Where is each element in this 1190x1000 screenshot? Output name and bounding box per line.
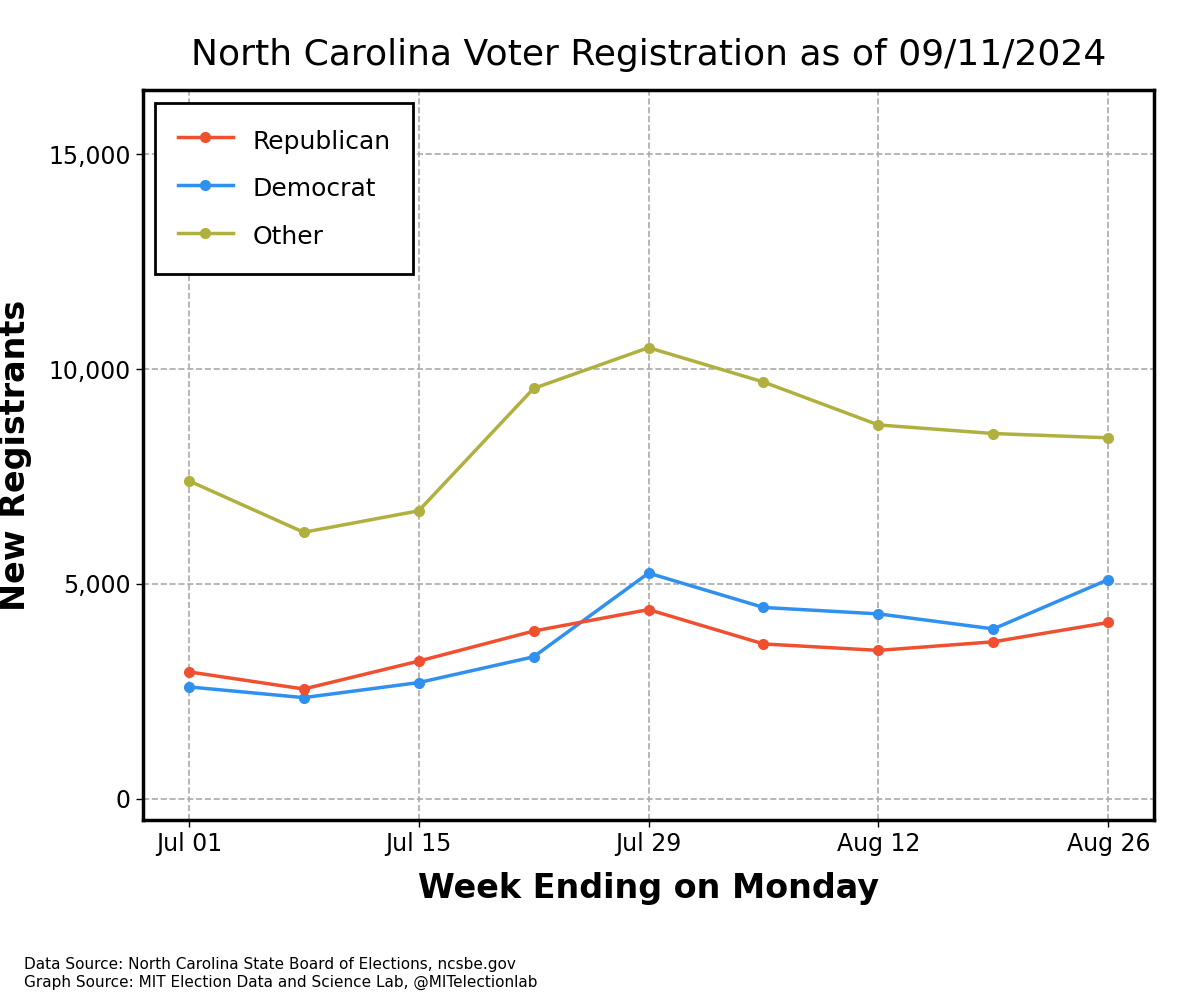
Democrat xyxy=(757,601,771,613)
Other xyxy=(1101,432,1115,444)
Line: Democrat: Democrat xyxy=(184,568,1113,702)
Other xyxy=(871,419,885,431)
Democrat xyxy=(1101,574,1115,586)
Republican xyxy=(526,625,540,637)
Text: Data Source: North Carolina State Board of Elections, ncsbe.gov
Graph Source: MI: Data Source: North Carolina State Board … xyxy=(24,957,538,990)
Republican xyxy=(1101,616,1115,628)
Legend: Republican, Democrat, Other: Republican, Democrat, Other xyxy=(156,103,413,274)
Republican xyxy=(987,636,1001,648)
X-axis label: Week Ending on Monday: Week Ending on Monday xyxy=(418,872,879,905)
Democrat xyxy=(987,623,1001,635)
Other xyxy=(526,382,540,394)
Democrat xyxy=(182,681,196,693)
Republican xyxy=(412,655,426,667)
Other xyxy=(412,505,426,517)
Line: Other: Other xyxy=(184,343,1113,537)
Democrat xyxy=(641,567,656,579)
Title: North Carolina Voter Registration as of 09/11/2024: North Carolina Voter Registration as of … xyxy=(190,38,1107,72)
Republican xyxy=(871,644,885,656)
Republican xyxy=(757,638,771,650)
Republican xyxy=(182,666,196,678)
Democrat xyxy=(412,677,426,689)
Republican xyxy=(641,604,656,616)
Other xyxy=(987,428,1001,440)
Democrat xyxy=(871,608,885,620)
Other xyxy=(641,342,656,354)
Other xyxy=(757,376,771,388)
Republican xyxy=(296,683,311,695)
Y-axis label: New Registrants: New Registrants xyxy=(0,299,32,611)
Democrat xyxy=(526,651,540,663)
Line: Republican: Republican xyxy=(184,605,1113,694)
Democrat xyxy=(296,692,311,704)
Other xyxy=(182,475,196,487)
Other xyxy=(296,526,311,538)
